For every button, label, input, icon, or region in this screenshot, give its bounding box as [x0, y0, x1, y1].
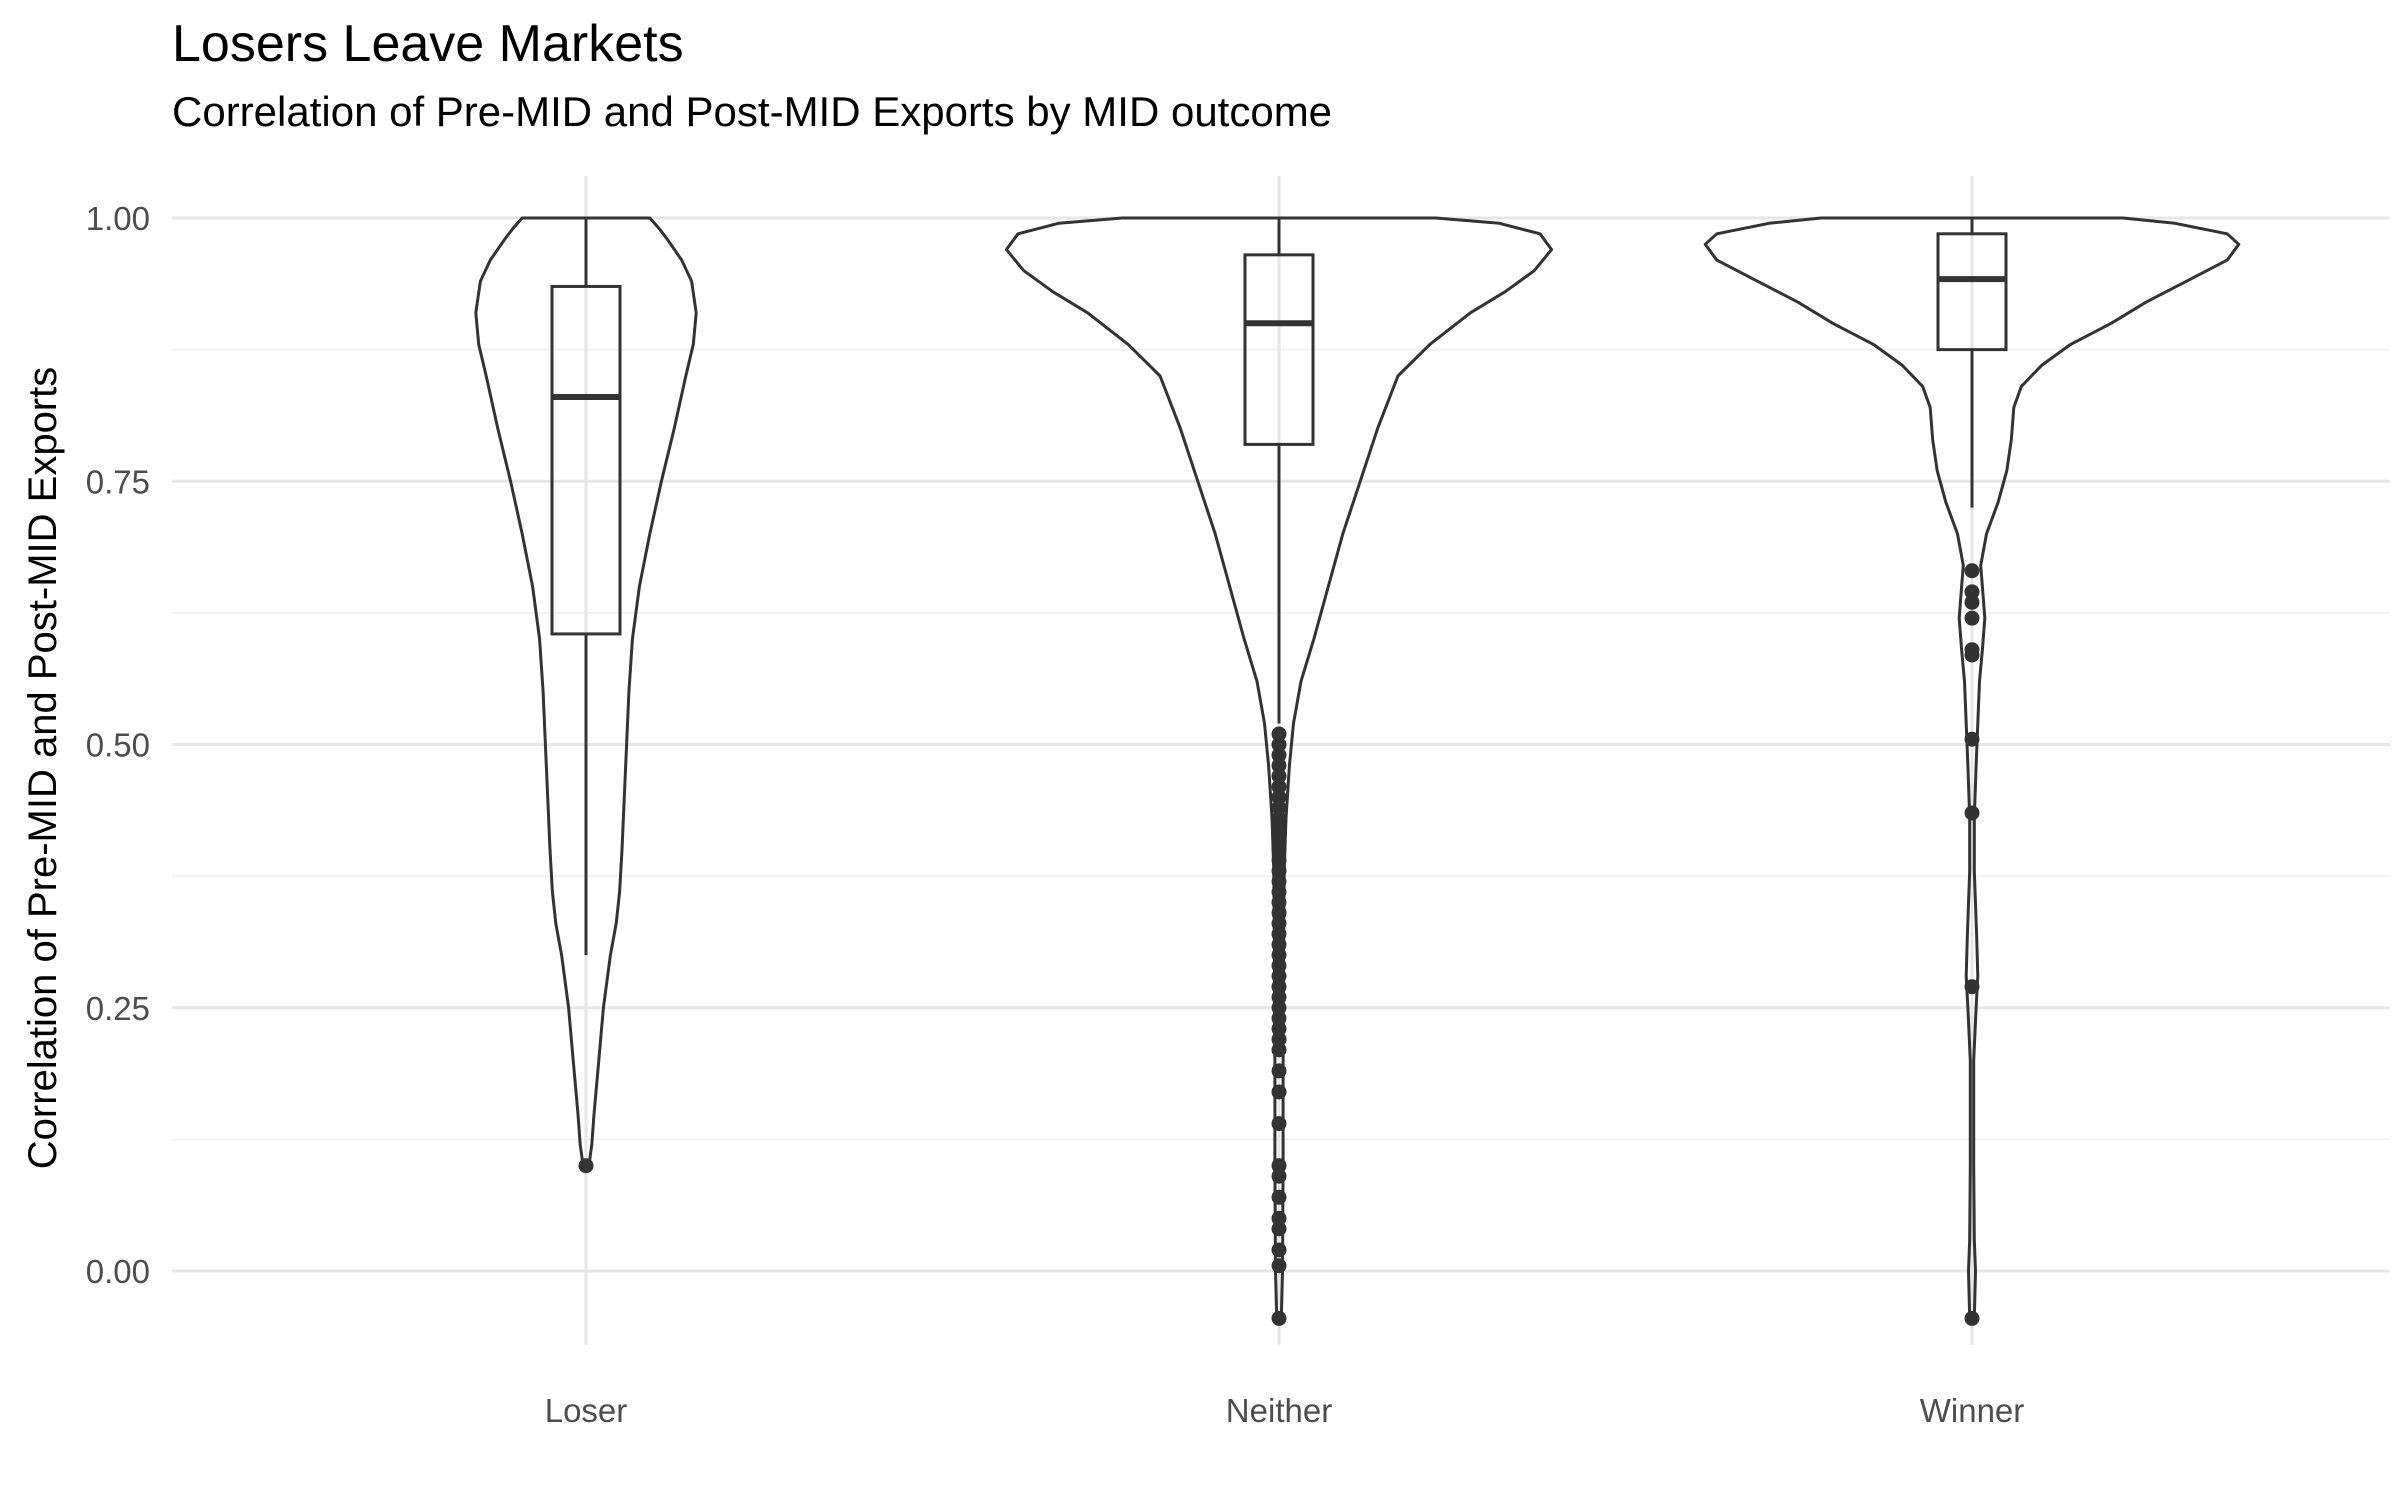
outlier-neither-41 [1271, 1310, 1287, 1326]
outlier-neither-7 [1271, 800, 1287, 816]
axis-layer: 0.00 0.25 0.50 0.75 1.00 Loser Neither Winner [86, 200, 2025, 1429]
outlier-neither-31 [1271, 1063, 1287, 1079]
outlier-neither-33 [1271, 1116, 1287, 1132]
outlier-neither-15 [1271, 884, 1287, 900]
outlier-neither-20 [1271, 937, 1287, 953]
y-tick-label-0: 0.00 [86, 1253, 150, 1290]
outlier-neither-13 [1271, 863, 1287, 879]
chart-subtitle: Correlation of Pre-MID and Post-MID Expo… [172, 88, 1333, 135]
outlier-neither-37 [1271, 1210, 1287, 1226]
outlier-neither-29 [1271, 1031, 1287, 1047]
x-tick-label-loser: Loser [545, 1392, 628, 1429]
outlier-loser-0 [578, 1158, 594, 1174]
outlier-neither-5 [1271, 779, 1287, 795]
outlier-neither-36 [1271, 1189, 1287, 1205]
outlier-neither-40 [1271, 1258, 1287, 1274]
outlier-neither-19 [1271, 926, 1287, 942]
outlier-neither-30 [1271, 1042, 1287, 1058]
outlier-neither-0 [1271, 726, 1287, 742]
violin-layer [474, 216, 2241, 1320]
outlier-winner-0 [1964, 563, 1980, 579]
outlier-neither-32 [1271, 1084, 1287, 1100]
outlier-neither-17 [1271, 905, 1287, 921]
outlier-winner-8 [1964, 979, 1980, 995]
outlier-neither-4 [1271, 768, 1287, 784]
outlier-neither-14 [1271, 873, 1287, 889]
outlier-neither-1 [1271, 737, 1287, 752]
outlier-winner-5 [1964, 647, 1980, 663]
box-winner [1936, 232, 2008, 352]
outlier-neither-26 [1271, 1000, 1287, 1016]
outlier-neither-2 [1271, 747, 1287, 763]
outlier-neither-39 [1271, 1242, 1287, 1258]
outlier-winner-1 [1964, 584, 1980, 600]
outlier-neither-24 [1271, 979, 1287, 995]
outlier-winner-2 [1964, 594, 1980, 610]
x-tick-label-winner: Winner [1920, 1392, 2025, 1429]
violin-loser [474, 216, 698, 1168]
outlier-neither-12 [1271, 852, 1287, 868]
y-axis-label: Correlation of Pre-MID and Post-MID Expo… [21, 367, 65, 1169]
outlier-neither-28 [1271, 1021, 1287, 1037]
outlier-neither-35 [1271, 1168, 1287, 1184]
y-tick-label-3: 0.75 [86, 463, 150, 500]
outlier-winner-6 [1964, 731, 1980, 747]
outlier-neither-10 [1271, 831, 1287, 847]
outlier-neither-8 [1271, 810, 1287, 826]
outlier-neither-23 [1271, 968, 1287, 984]
outlier-neither-27 [1271, 1010, 1287, 1026]
outlier-neither-6 [1271, 789, 1287, 805]
outlier-neither-11 [1271, 842, 1287, 858]
chart-title: Losers Leave Markets [172, 15, 684, 73]
outlier-neither-34 [1271, 1158, 1287, 1174]
outlier-winner-3 [1964, 610, 1980, 626]
violin-winner [1703, 216, 2241, 1320]
outlier-neither-22 [1271, 958, 1287, 974]
y-tick-label-1: 0.25 [86, 990, 150, 1027]
box-neither [1243, 253, 1315, 446]
box-layer [550, 218, 2008, 956]
outlier-neither-3 [1271, 758, 1287, 774]
outlier-winner-9 [1964, 1310, 1980, 1326]
outlier-neither-25 [1271, 989, 1287, 1005]
y-tick-label-2: 0.50 [86, 727, 150, 764]
outlier-neither-9 [1271, 821, 1287, 837]
x-tick-label-neither: Neither [1226, 1392, 1332, 1429]
outlier-neither-38 [1271, 1221, 1287, 1237]
box-loser [550, 284, 622, 636]
outlier-neither-18 [1271, 916, 1287, 932]
outlier-neither-16 [1271, 894, 1287, 910]
violin-neither [1004, 216, 1554, 1320]
outlier-layer [578, 563, 1980, 1326]
outlier-winner-7 [1964, 805, 1980, 821]
y-tick-label-4: 1.00 [86, 200, 150, 237]
outlier-neither-21 [1271, 947, 1287, 963]
